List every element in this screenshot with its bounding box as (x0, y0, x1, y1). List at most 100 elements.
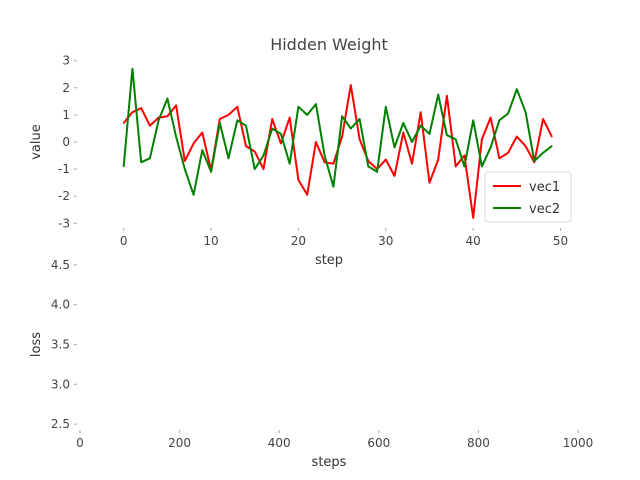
data-point-vec2 (262, 154, 265, 157)
data-point-vec2 (446, 134, 448, 137)
data-point-vec1 (192, 142, 195, 145)
data-point-vec1 (166, 115, 169, 118)
data-point-vec1 (227, 114, 230, 116)
data-point-vec2 (376, 171, 378, 173)
y-tick-label: 1 (62, 108, 70, 122)
data-point-vec2 (166, 97, 169, 100)
data-point-vec2 (280, 133, 282, 135)
x-tick-label: 400 (268, 436, 291, 450)
data-point-vec1 (140, 107, 142, 109)
data-point-vec2 (350, 127, 352, 130)
data-point-vec2 (507, 112, 509, 115)
y-tick-label: -3 (58, 216, 70, 230)
data-point-vec2 (550, 145, 553, 147)
data-point-vec1 (472, 217, 474, 219)
data-point-vec2 (288, 162, 291, 165)
legend-box (484, 171, 572, 223)
data-point-vec1 (428, 181, 431, 184)
data-point-vec2 (332, 185, 335, 188)
data-point-vec1 (498, 157, 501, 160)
data-point-vec1 (271, 118, 274, 120)
data-point-vec1 (454, 165, 457, 168)
x-axis-label: step (315, 253, 343, 268)
data-point-vec1 (481, 138, 483, 141)
chart-title: Hidden Weight (270, 35, 388, 54)
data-point-vec2 (253, 168, 256, 170)
x-axis-label: steps (312, 455, 347, 470)
data-point-vec1 (524, 145, 527, 147)
data-point-vec2 (489, 146, 492, 149)
data-point-vec2 (481, 165, 483, 168)
x-tick-label: 200 (168, 436, 191, 450)
data-point-vec2 (175, 135, 177, 138)
data-point-vec1 (288, 116, 291, 119)
data-point-vec2 (192, 194, 195, 196)
y-tick-label: 4.0 (51, 298, 70, 312)
y-tick-label: -1 (58, 162, 70, 176)
data-point-vec1 (507, 152, 509, 154)
data-point-vec1 (463, 154, 466, 157)
data-point-vec1 (245, 145, 247, 147)
data-point-vec2 (323, 154, 326, 157)
data-point-vec1 (122, 122, 125, 124)
data-point-vec1 (350, 84, 352, 86)
data-point-vec2 (271, 127, 274, 130)
data-point-vec1 (297, 179, 300, 181)
data-point-vec2 (516, 88, 518, 90)
x-tick-label: 30 (378, 234, 393, 248)
data-point-vec2 (245, 124, 247, 127)
data-point-vec2 (393, 146, 396, 149)
data-point-vec2 (122, 165, 125, 168)
data-point-vec2 (236, 119, 239, 122)
y-tick-label: -2 (58, 189, 70, 203)
x-tick-label: 0 (76, 436, 84, 450)
data-point-vec2 (463, 165, 466, 168)
x-tick-label: 40 (466, 234, 481, 248)
y-tick-label: 4.5 (51, 258, 70, 272)
data-point-vec2 (533, 160, 536, 162)
y-tick-label: 3.0 (51, 377, 70, 391)
data-point-vec1 (393, 175, 396, 177)
data-point-vec1 (201, 131, 204, 134)
data-point-vec1 (446, 95, 448, 97)
data-point-vec1 (218, 118, 221, 120)
data-point-vec2 (149, 157, 151, 160)
data-point-vec2 (384, 105, 387, 108)
data-point-vec1 (262, 168, 265, 170)
data-point-vec1 (419, 111, 422, 113)
legend-label-vec1: vec1 (529, 180, 560, 195)
data-point-vec1 (411, 162, 413, 165)
data-point-vec1 (149, 124, 151, 127)
x-tick-label: 800 (467, 436, 490, 450)
data-point-vec2 (542, 152, 544, 154)
y-axis-label: loss (29, 332, 44, 357)
data-point-vec2 (437, 93, 440, 96)
data-point-vec1 (384, 158, 387, 161)
y-axis-label: value (29, 124, 44, 160)
x-tick-label: 10 (203, 234, 218, 248)
data-point-vec1 (332, 162, 335, 165)
data-point-vec2 (428, 133, 431, 135)
x-tick-label: 20 (291, 234, 306, 248)
data-point-vec2 (402, 122, 405, 124)
x-tick-label: 0 (120, 234, 128, 248)
data-point-vec1 (489, 116, 492, 119)
data-point-vec2 (315, 103, 317, 105)
data-point-vec1 (542, 118, 544, 120)
data-point-vec1 (253, 150, 256, 153)
y-tick-label: 2.5 (51, 417, 70, 431)
data-point-vec2 (131, 68, 134, 70)
data-point-vec2 (297, 105, 300, 108)
y-tick-label: 3.5 (51, 338, 70, 352)
data-point-vec2 (210, 171, 212, 173)
data-point-vec1 (280, 142, 282, 145)
data-point-vec1 (315, 141, 317, 143)
data-point-vec1 (550, 135, 553, 138)
data-point-vec1 (516, 135, 518, 138)
data-point-vec1 (184, 160, 186, 162)
y-tick-label: 2 (62, 81, 70, 95)
data-point-vec2 (411, 141, 413, 143)
data-point-vec2 (454, 138, 457, 141)
data-point-vec1 (323, 161, 326, 164)
